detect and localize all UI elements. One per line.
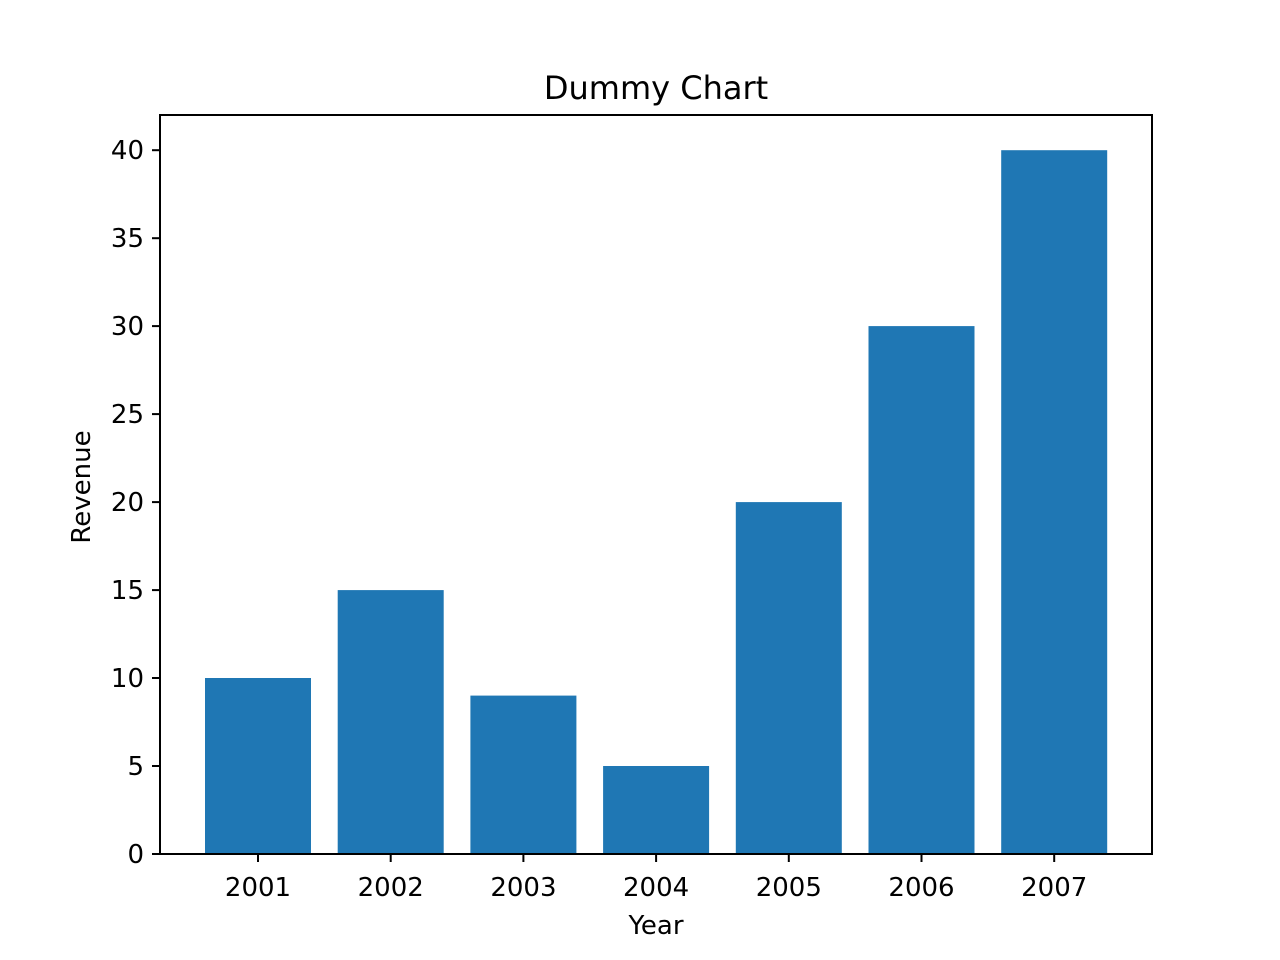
y-tick-label: 40 [111,136,144,166]
y-tick-label: 5 [127,752,144,782]
y-tick-label: 35 [111,224,144,254]
x-axis-ticks: 2001 2002 2003 2004 2005 2006 2007 [225,854,1087,903]
bar-2005 [735,502,842,854]
x-tick-label: 2006 [888,873,954,903]
bar-2001 [205,678,311,854]
x-tick-label: 2007 [1021,873,1087,903]
x-tick-label: 2005 [756,873,822,903]
x-tick-label: 2004 [623,873,689,903]
chart-title: Dummy Chart [544,69,768,107]
bar-2007 [1001,150,1108,854]
bar-2006 [868,326,975,855]
bars-group [205,150,1108,855]
x-tick-label: 2001 [225,873,291,903]
y-axis-label: Revenue [67,430,97,543]
bar-2002 [337,590,444,854]
x-tick-label: 2003 [490,873,556,903]
bar-2003 [470,695,577,854]
y-tick-label: 15 [111,576,144,606]
y-axis-ticks: 0 5 10 15 20 25 30 35 40 [111,136,160,870]
bar-2004 [603,766,710,854]
y-tick-label: 20 [111,488,144,518]
y-tick-label: 0 [127,840,144,870]
plot-frame [159,114,1153,855]
y-tick-label: 25 [111,400,144,430]
y-tick-label: 10 [111,664,144,694]
y-tick-label: 30 [111,312,144,342]
x-axis-label: Year [627,911,683,941]
x-tick-label: 2002 [358,873,424,903]
